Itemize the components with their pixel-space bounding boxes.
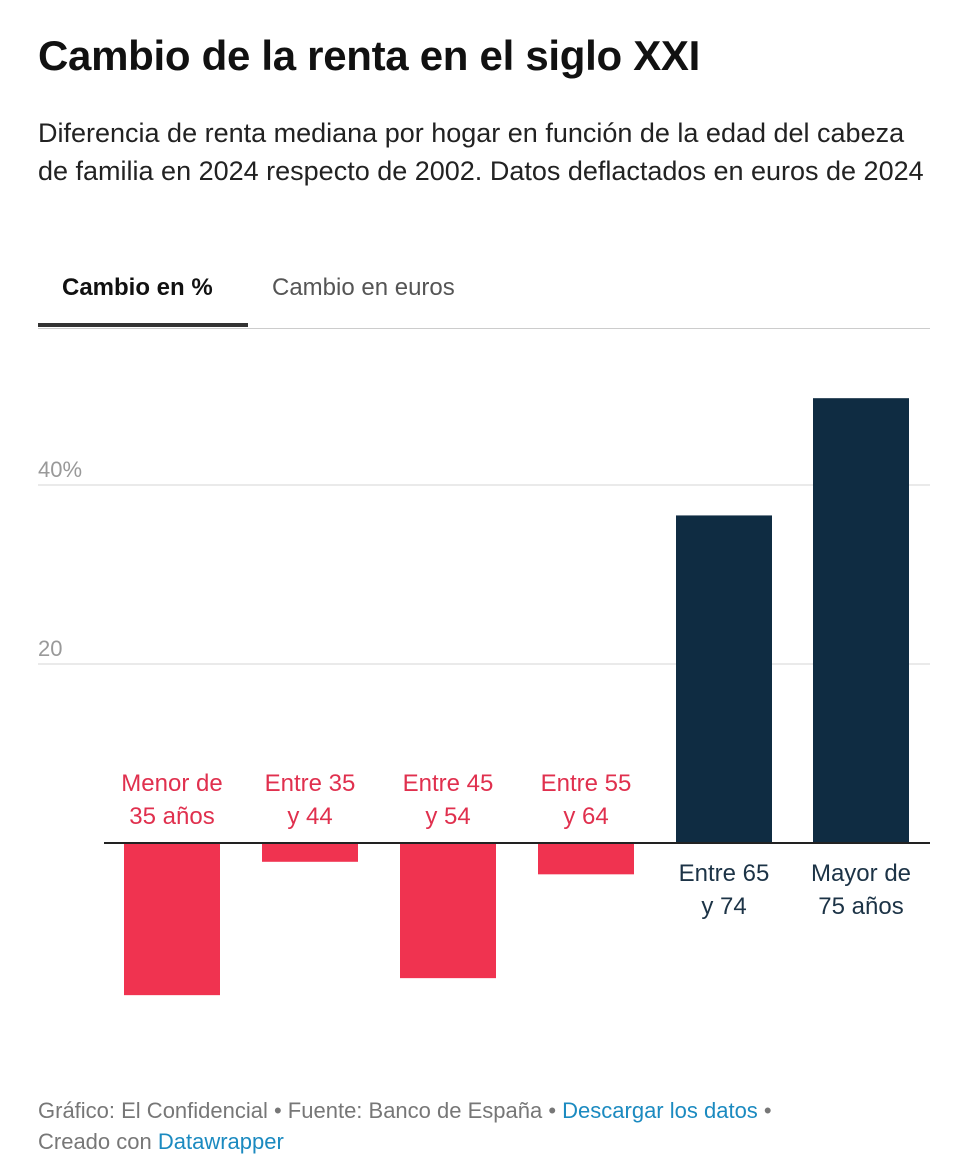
tab-cambio-euros[interactable]: Cambio en euros — [272, 274, 455, 301]
bar — [813, 398, 909, 843]
category-label: 35 años — [129, 803, 214, 830]
footer: Gráfico: El Confidencial • Fuente: Banco… — [38, 1095, 938, 1157]
tab-bar: Cambio en % Cambio en euros — [38, 270, 930, 329]
datawrapper-link[interactable]: Datawrapper — [157, 1129, 284, 1154]
bar — [538, 843, 634, 875]
y-tick-label: 40% — [38, 457, 82, 482]
bar-chart: 20 40% Menor de 35 años Entre 35 y 44 Entre 45… — [38, 398, 930, 996]
category-label: Menor de — [121, 770, 222, 797]
footer-created: Creado con — [38, 1129, 158, 1154]
footer-credits: Gráfico: El Confidencial • Fuente: Banco… — [38, 1098, 563, 1123]
category-label: Entre 35 — [265, 770, 356, 797]
footer-separator: • — [757, 1098, 772, 1123]
chart-title: Cambio de la renta en el siglo XXI — [38, 32, 700, 79]
bar — [676, 515, 772, 843]
bar — [262, 843, 358, 862]
category-label: Entre 45 — [403, 770, 494, 797]
active-tab-indicator — [38, 323, 248, 327]
download-data-link[interactable]: Descargar los datos — [562, 1098, 758, 1123]
category-label: y 64 — [563, 803, 608, 830]
category-label: Entre 65 — [679, 860, 770, 887]
chart-subtitle: Diferencia de renta mediana por hogar en… — [38, 118, 924, 186]
category-label: y 74 — [701, 893, 746, 920]
y-tick-label: 20 — [38, 636, 62, 661]
category-label: 75 años — [818, 893, 903, 920]
category-label: y 54 — [425, 803, 470, 830]
bar — [124, 843, 220, 996]
category-label: y 44 — [287, 803, 332, 830]
category-label: Entre 55 — [541, 770, 632, 797]
tab-cambio-porcentaje[interactable]: Cambio en % — [62, 274, 213, 301]
category-label: Mayor de — [811, 860, 911, 887]
bar — [400, 843, 496, 979]
